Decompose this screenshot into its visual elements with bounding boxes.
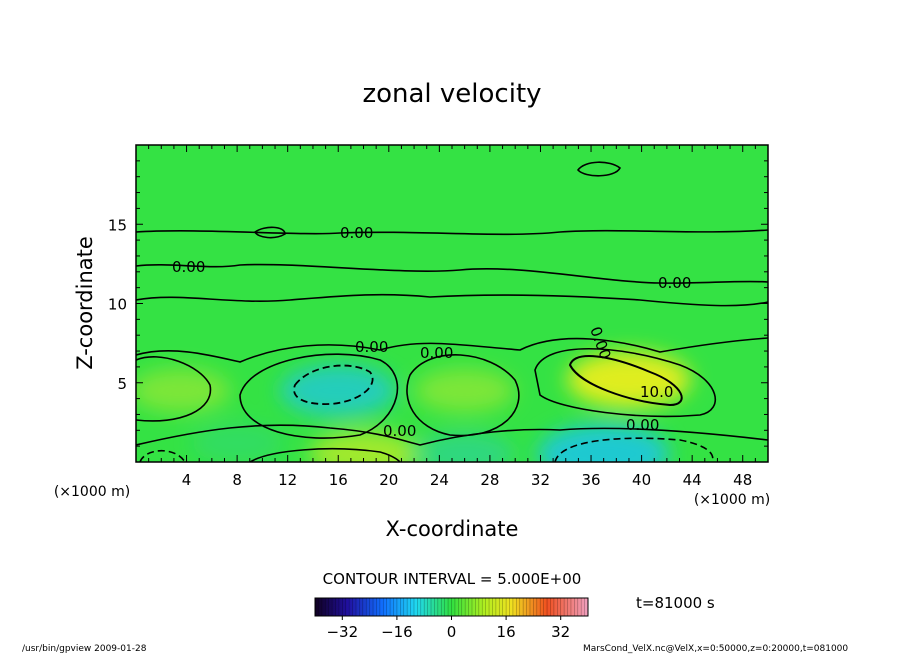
x-tick-label: 8 [232,471,242,489]
y-tick-label: 10 [108,296,127,314]
colorbar-tick-label: 0 [447,623,457,641]
x-tick-label: 20 [379,471,398,489]
contour-neg-center [239,353,399,439]
field-feature-1 [136,368,231,413]
x-tick-label: 48 [733,471,752,489]
contour-zero-low [136,337,768,363]
x-tick-label: 44 [683,471,702,489]
contour-label: 0.00 [658,274,691,292]
x-unit-right: (×1000 m) [694,492,770,508]
x-axis-label: X-coordinate [386,517,519,541]
contour-small-blob [253,226,286,239]
contour-label: 0.00 [626,416,659,434]
y-axis-label: Z-coordinate [73,236,97,370]
contour-label: 10.0 [640,383,673,401]
contour-label: 0.00 [383,422,416,440]
time-label: t=81000 s [636,594,715,612]
colorbar-tick-label: 32 [551,623,570,641]
footer-left: /usr/bin/gpview 2009-01-28 [22,644,147,654]
contour-zero-upper [136,229,768,236]
field-feature-0 [280,364,397,417]
chart-title: zonal velocity [362,79,541,109]
contour-pos-right [534,347,717,418]
contour-label: 0.00 [340,224,373,242]
x-tick-label: 40 [632,471,651,489]
colorbar-tick-label: −16 [381,623,413,641]
field-feature-7 [537,424,670,462]
x-tick-label: 36 [581,471,600,489]
contour-label: 0.00 [420,344,453,362]
contour-ten [568,355,683,407]
field-feature-6 [414,432,515,462]
y-tick-label: 5 [117,375,127,393]
contour-zero-layer [136,293,768,307]
x-tick-label: 24 [430,471,449,489]
contour-label: 0.00 [355,338,388,356]
footer-right: MarsCond_VelX.nc@VelX,x=0:50000,z=0:2000… [583,644,848,654]
y-tick-label: 15 [108,216,127,234]
contour-neg-bottom-right [554,437,714,462]
contour-neg-bottom-left [139,449,186,462]
field-feature-5 [191,422,284,462]
contour-interval-label: CONTOUR INTERVAL = 5.000E+00 [323,570,582,588]
x-tick-label: 16 [329,471,348,489]
contour-pos-mid [406,354,520,437]
contour-top-blob [576,161,622,177]
contour-neg-inner [293,364,374,405]
x-tick-label: 32 [531,471,550,489]
contour-pos-bottom [249,448,401,462]
field-feature-2 [414,368,515,413]
contour-zero-bottom [136,424,768,446]
colorbar-tick-label: 16 [497,623,516,641]
colorbar-tick-label: −32 [326,623,358,641]
x-tick-label: 12 [278,471,297,489]
field-feature-3 [566,351,691,408]
contour-zero-mid [136,263,768,284]
contour-label: 0.00 [172,258,205,276]
x-tick-label: 4 [182,471,192,489]
x-tick-label: 28 [480,471,499,489]
x-unit-left: (×1000 m) [54,484,130,500]
contour-pos-left [136,356,212,422]
